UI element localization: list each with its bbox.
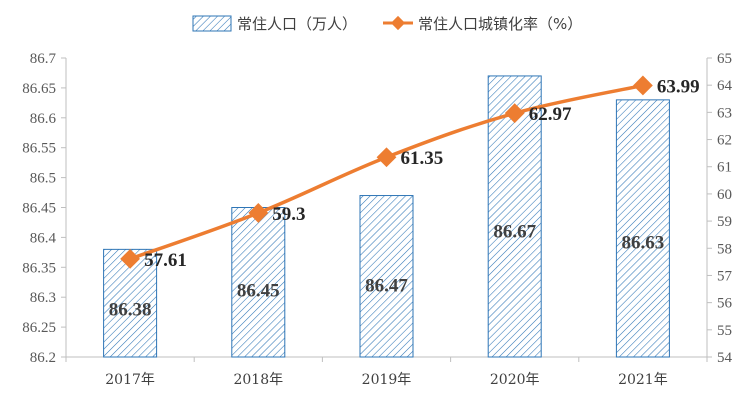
right-tick-label: 58 [717,241,732,257]
left-tick-label: 86.4 [30,230,57,246]
line-value-label: 63.99 [657,76,700,97]
legend-bar-label: 常住人口（万人） [237,15,357,33]
x-tick-label: 2018年 [233,372,283,388]
legend: 常住人口（万人） 常住人口城镇化率（%） [192,15,582,33]
left-tick-label: 86.45 [22,201,56,217]
right-tick-label: 59 [717,214,732,230]
left-tick-label: 86.6 [30,111,57,127]
x-tick-label: 2019年 [362,372,412,388]
right-tick-label: 57 [717,268,733,284]
line-point [633,75,653,96]
right-tick-label: 54 [717,350,733,366]
bar [359,195,414,358]
x-tick-label: 2020年 [490,372,540,388]
right-tick-label: 62 [717,133,732,149]
bar [615,99,670,358]
left-axis-ticks: 86.2 86.25 86.3 86.35 86.4 86.45 86.5 86.55 86.6… [22,51,66,366]
bar-data-labels: 86.38 86.45 86.47 86.67 86.63 [109,222,665,321]
line-data-labels: 57.61 59.3 61.35 62.97 63.99 [144,76,700,270]
x-tick-label: 2017年 [105,372,155,388]
left-tick-label: 86.3 [30,290,56,306]
left-tick-label: 86.65 [22,81,56,97]
right-tick-label: 56 [717,296,733,312]
left-tick-label: 86.2 [30,350,56,366]
right-tick-label: 60 [717,187,732,203]
right-tick-label: 65 [717,51,732,67]
line-value-label: 62.97 [529,104,572,125]
bar [231,207,286,358]
bar-value-label: 86.38 [109,300,152,321]
legend-line-label: 常住人口城镇化率（%） [418,15,582,33]
bar-value-label: 86.63 [622,232,665,253]
bar-value-label: 86.47 [365,275,408,296]
line-value-label: 61.35 [401,148,444,169]
right-axis-ticks: 54 55 56 57 58 59 60 61 62 63 64 65 [707,51,733,366]
right-tick-label: 55 [717,323,732,339]
x-tick-label: 2021年 [618,372,668,388]
line-point [376,147,397,168]
left-tick-label: 86.25 [22,320,56,336]
bar-series [103,75,670,358]
axes: 86.2 86.25 86.3 86.35 86.4 86.45 86.5 86.55 86.6… [22,51,732,388]
right-tick-label: 64 [717,78,733,94]
bar-value-label: 86.67 [493,222,536,243]
legend-line-marker [390,15,406,31]
right-tick-label: 61 [717,160,732,176]
left-tick-label: 86.35 [22,260,56,276]
bar-value-label: 86.45 [237,281,280,302]
line-point [120,248,140,269]
left-tick-label: 86.7 [30,51,57,67]
line-value-label: 59.3 [272,204,305,225]
left-tick-label: 86.55 [22,141,56,157]
left-tick-label: 86.5 [30,171,56,187]
line-value-label: 57.61 [144,250,187,271]
right-tick-label: 63 [717,105,732,121]
legend-bar-swatch [192,15,232,32]
x-axis-ticks: 2017年 2018年 2019年 2020年 2021年 [65,357,708,388]
